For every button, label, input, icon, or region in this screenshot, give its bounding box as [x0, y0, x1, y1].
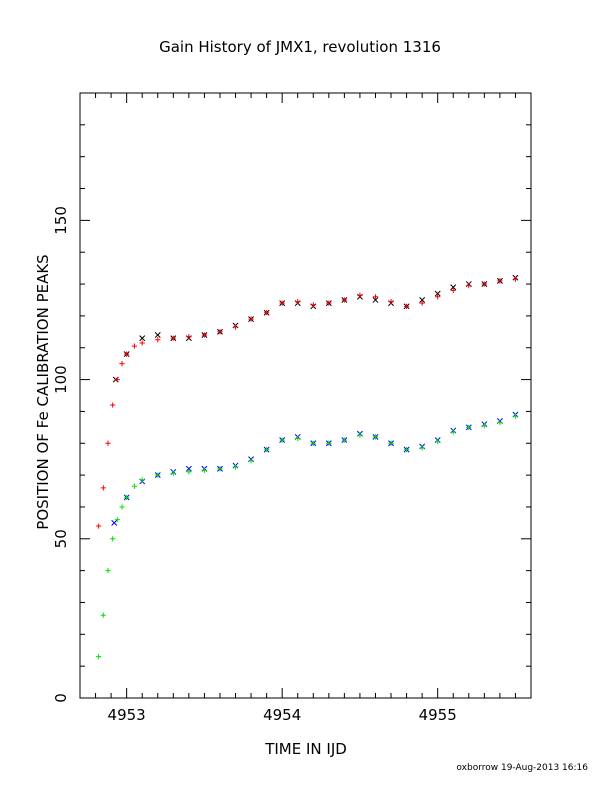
data-point	[450, 287, 456, 294]
data-points	[96, 274, 519, 660]
y-tick-label: 50	[52, 529, 70, 548]
data-point	[403, 303, 410, 309]
data-point	[139, 335, 146, 342]
data-point	[131, 483, 138, 489]
data-point	[139, 477, 145, 483]
data-point	[155, 472, 161, 478]
series-1	[96, 276, 519, 529]
data-point	[481, 281, 487, 287]
series-2	[111, 411, 519, 526]
data-point	[279, 300, 285, 306]
axis-tick-labels: 4953 4954 4955 0 50 100 150	[52, 206, 457, 724]
data-point	[310, 302, 316, 308]
data-point	[155, 337, 161, 343]
y-tick-label: 0	[52, 693, 70, 703]
data-point	[185, 465, 192, 472]
data-point	[497, 419, 503, 426]
data-point	[295, 435, 301, 442]
data-point	[114, 517, 120, 523]
y-tick-label: 150	[52, 206, 70, 235]
data-point	[388, 298, 394, 305]
data-point	[466, 424, 472, 430]
data-point	[248, 458, 254, 464]
data-point	[105, 568, 111, 574]
data-point	[217, 329, 223, 335]
data-point	[419, 445, 425, 451]
data-point	[466, 283, 472, 289]
data-point	[450, 429, 456, 435]
data-point	[232, 464, 239, 470]
x-tick-label: 4955	[419, 706, 457, 724]
data-point	[372, 297, 379, 303]
data-point	[419, 297, 426, 303]
data-point	[124, 351, 130, 357]
x-tick-label: 4954	[263, 706, 301, 724]
x-axis-label: TIME IN IJD	[264, 740, 347, 758]
data-point	[248, 316, 254, 322]
series-0	[112, 274, 519, 383]
data-point	[341, 297, 347, 303]
data-point	[295, 298, 301, 305]
data-point	[419, 300, 425, 306]
data-point	[435, 294, 441, 300]
data-point	[372, 434, 379, 440]
data-point	[105, 440, 111, 446]
data-point	[217, 466, 223, 472]
data-point	[139, 340, 145, 346]
data-point	[403, 447, 410, 453]
data-point	[450, 284, 457, 291]
data-point	[326, 440, 332, 446]
data-point	[357, 292, 363, 298]
data-point	[435, 439, 441, 445]
data-point	[111, 519, 118, 526]
data-point	[96, 654, 102, 660]
data-point	[119, 504, 125, 510]
data-point	[497, 278, 503, 284]
series-3	[96, 413, 519, 660]
data-point	[512, 276, 519, 282]
data-point	[154, 332, 161, 338]
data-point	[170, 470, 176, 477]
plot-frame	[79, 92, 532, 699]
data-point	[201, 467, 208, 473]
data-point	[110, 536, 116, 542]
data-point	[114, 376, 120, 383]
data-point	[279, 437, 285, 443]
data-point	[310, 440, 316, 446]
data-point	[119, 361, 125, 367]
data-point	[100, 612, 106, 618]
data-point	[481, 423, 487, 429]
data-point	[96, 523, 102, 529]
data-point	[357, 432, 363, 438]
data-point	[186, 469, 192, 475]
data-point	[232, 324, 239, 330]
data-point	[264, 310, 270, 316]
data-point	[124, 494, 130, 500]
chart-title: Gain History of JMX1, revolution 1316	[159, 38, 441, 56]
data-point	[186, 333, 192, 340]
data-point	[170, 335, 176, 341]
data-point	[131, 343, 138, 349]
x-tick-label: 4953	[108, 706, 146, 724]
axis-ticks	[79, 92, 532, 699]
data-point	[264, 447, 270, 453]
y-axis-label: POSITION OF Fe CALIBRATION PEAKS	[34, 254, 52, 529]
data-point	[326, 300, 332, 306]
data-point	[434, 290, 441, 297]
data-point	[341, 437, 347, 443]
data-point	[388, 440, 394, 446]
data-point	[372, 294, 379, 300]
data-point	[201, 332, 208, 338]
y-tick-label: 100	[52, 365, 70, 394]
data-point	[100, 485, 106, 491]
footer-credit: oxborrow 19-Aug-2013 16:16	[456, 763, 588, 773]
data-point	[512, 413, 519, 419]
data-point	[110, 402, 116, 408]
